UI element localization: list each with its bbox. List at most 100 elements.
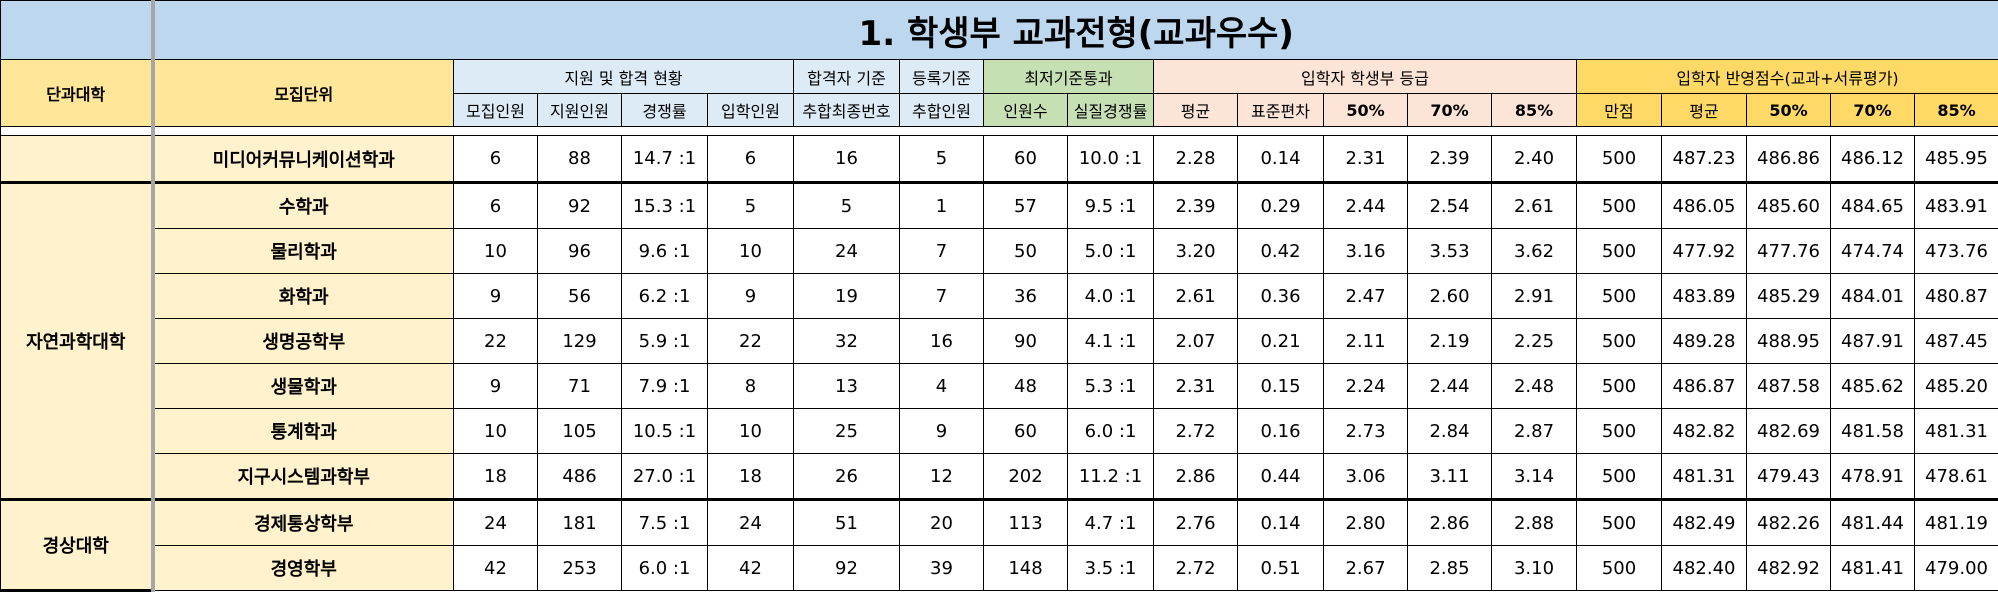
col-header: 50% [1746, 93, 1831, 127]
table-row: 물리학과 10 96 9.6 :1 10 24 7 50 5.0 :1 3.20 0.42 3.16 3… [1, 228, 1998, 274]
table-row: 경영학부 42 253 6.0 :1 42 92 39 148 3.5 :1 2.72 0.51 2.… [1, 545, 1998, 591]
value-cell: 10.0 :1 [1067, 135, 1154, 184]
value-cell: 474.74 [1830, 228, 1915, 274]
value-cell: 7 [899, 273, 984, 319]
value-cell: 2.91 [1491, 273, 1577, 319]
college-cell: 경상대학 [0, 499, 155, 592]
col-header: 추합최종번호 [793, 93, 900, 127]
value-cell: 482.26 [1746, 499, 1831, 546]
value-cell: 487.45 [1913, 318, 1998, 364]
value-cell: 148 [983, 545, 1068, 591]
value-cell: 24 [453, 499, 538, 546]
value-cell: 88 [537, 135, 622, 184]
value-cell: 500 [1576, 318, 1662, 364]
unit-cell: 화학과 [152, 273, 454, 319]
value-cell: 2.61 [1153, 273, 1238, 319]
value-cell: 16 [793, 135, 900, 184]
value-cell: 2.80 [1323, 499, 1408, 546]
unit-cell: 통계학과 [152, 408, 454, 454]
value-cell: 481.41 [1830, 545, 1915, 591]
value-cell: 2.28 [1153, 135, 1238, 184]
value-cell: 4.0 :1 [1067, 273, 1154, 319]
value-cell: 12 [899, 453, 984, 501]
header-unit: 모집단위 [152, 59, 454, 127]
value-cell: 9 [453, 363, 538, 409]
value-cell: 479.43 [1746, 453, 1831, 501]
col-header: 표준편차 [1237, 93, 1324, 127]
value-cell: 500 [1576, 499, 1662, 546]
value-cell: 3.10 [1491, 545, 1577, 591]
value-cell: 25 [793, 408, 900, 454]
value-cell: 6 [453, 182, 538, 229]
value-cell: 253 [537, 545, 622, 591]
value-cell: 2.07 [1153, 318, 1238, 364]
value-cell: 5.3 :1 [1067, 363, 1154, 409]
value-cell: 5.9 :1 [621, 318, 708, 364]
value-cell: 486.86 [1746, 135, 1831, 184]
header-group-pass: 합격자 기준 [793, 59, 900, 94]
value-cell: 6.0 :1 [1067, 408, 1154, 454]
value-cell: 2.44 [1323, 182, 1408, 229]
value-cell: 9.6 :1 [621, 228, 708, 274]
value-cell: 3.11 [1407, 453, 1492, 501]
value-cell: 0.21 [1237, 318, 1324, 364]
value-cell: 6 [707, 135, 794, 184]
value-cell: 482.69 [1746, 408, 1831, 454]
value-cell: 96 [537, 228, 622, 274]
col-header: 50% [1323, 93, 1408, 127]
col-header: 85% [1491, 93, 1577, 127]
table-row: 화학과 9 56 6.2 :1 9 19 7 36 4.0 :1 2.61 0.36 2.47 2.60… [1, 273, 1998, 319]
value-cell: 500 [1576, 273, 1662, 319]
unit-cell: 경제통상학부 [152, 499, 454, 546]
value-cell: 478.91 [1830, 453, 1915, 501]
value-cell: 485.62 [1830, 363, 1915, 409]
value-cell: 485.95 [1913, 135, 1998, 184]
value-cell: 500 [1576, 453, 1662, 501]
value-cell: 485.20 [1913, 363, 1998, 409]
value-cell: 42 [707, 545, 794, 591]
value-cell: 2.47 [1323, 273, 1408, 319]
value-cell: 1 [899, 182, 984, 229]
value-cell: 10 [453, 408, 538, 454]
value-cell: 2.86 [1153, 453, 1238, 501]
value-cell: 9 [899, 408, 984, 454]
unit-cell: 지구시스템과학부 [152, 453, 454, 501]
header-college: 단과대학 [0, 59, 155, 127]
col-header: 70% [1407, 93, 1492, 127]
value-cell: 478.61 [1913, 453, 1998, 501]
value-cell: 2.60 [1407, 273, 1492, 319]
value-cell: 2.19 [1407, 318, 1492, 364]
value-cell: 479.00 [1913, 545, 1998, 591]
value-cell: 60 [983, 135, 1068, 184]
table-row: 경상대학 경제통상학부 24 181 7.5 :1 24 51 20 113 4.7 :1 2.76… [0, 499, 1998, 592]
value-cell: 22 [707, 318, 794, 364]
value-cell: 113 [983, 499, 1068, 546]
value-cell: 482.82 [1661, 408, 1747, 454]
value-cell: 60 [983, 408, 1068, 454]
value-cell: 10 [707, 408, 794, 454]
unit-cell: 물리학과 [152, 228, 454, 274]
unit-cell: 수학과 [152, 182, 454, 229]
value-cell: 0.14 [1237, 499, 1324, 546]
value-cell: 48 [983, 363, 1068, 409]
value-cell: 2.39 [1407, 135, 1492, 184]
college-cell [0, 135, 155, 184]
table-row: 통계학과 10 105 10.5 :1 10 25 9 60 6.0 :1 2.72 0.16 2.7… [1, 408, 1998, 454]
value-cell: 486.87 [1661, 363, 1747, 409]
col-header: 실질경쟁률 [1067, 93, 1154, 127]
value-cell: 477.76 [1746, 228, 1831, 274]
value-cell: 2.40 [1491, 135, 1577, 184]
value-cell: 482.49 [1661, 499, 1747, 546]
value-cell: 473.76 [1913, 228, 1998, 274]
value-cell: 11.2 :1 [1067, 453, 1154, 501]
value-cell: 481.31 [1661, 453, 1747, 501]
value-cell: 92 [537, 182, 622, 229]
value-cell: 22 [453, 318, 538, 364]
value-cell: 2.31 [1153, 363, 1238, 409]
value-cell: 10 [707, 228, 794, 274]
value-cell: 16 [899, 318, 984, 364]
value-cell: 481.31 [1913, 408, 1998, 454]
value-cell: 4 [899, 363, 984, 409]
value-cell: 500 [1576, 545, 1662, 591]
